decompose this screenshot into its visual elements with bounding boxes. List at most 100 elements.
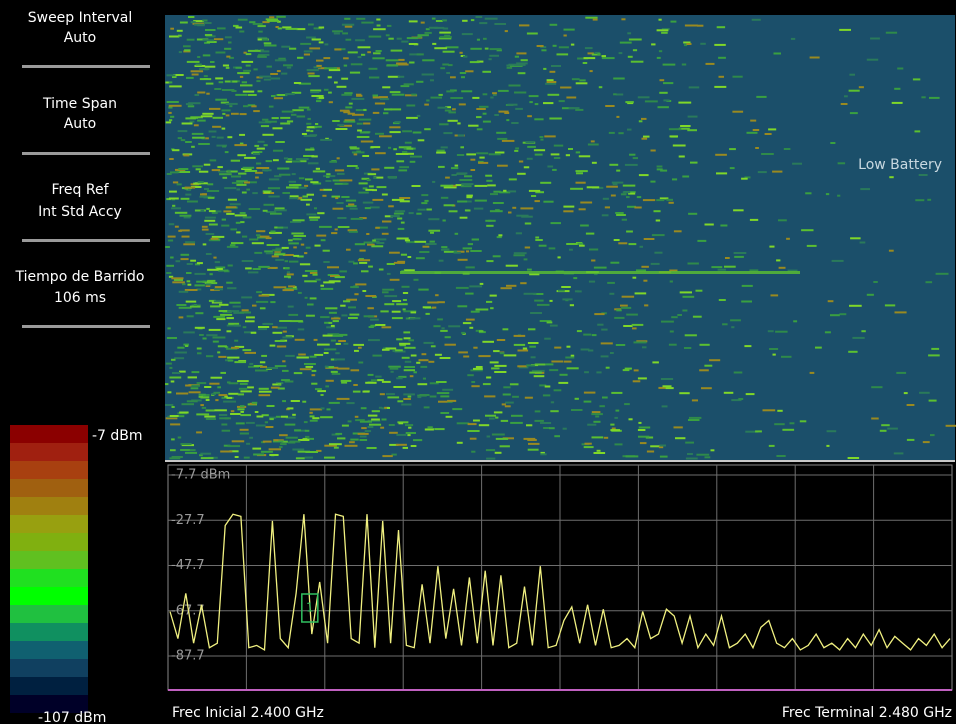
speckle: [206, 355, 213, 357]
speckle: [489, 153, 501, 155]
speckle: [406, 117, 418, 119]
speckle: [492, 434, 505, 436]
speckle: [375, 133, 384, 135]
speckle: [224, 187, 236, 189]
speckle: [332, 30, 343, 32]
speckle: [181, 258, 189, 260]
speckle: [476, 108, 486, 110]
speckle: [512, 396, 519, 398]
streak: [400, 271, 800, 274]
speckle: [191, 385, 200, 387]
speckle: [403, 398, 411, 400]
speckle: [223, 210, 231, 212]
speckle: [445, 336, 451, 338]
speckle: [368, 426, 374, 428]
speckle: [616, 344, 625, 346]
speckle: [679, 156, 685, 158]
speckle: [380, 98, 389, 100]
speckle: [360, 421, 372, 423]
speckle: [235, 214, 247, 216]
speckle: [349, 231, 358, 233]
speckle: [486, 301, 492, 303]
speckle: [685, 334, 697, 336]
speckle: [407, 148, 414, 150]
speckle: [527, 269, 532, 271]
speckle: [564, 361, 572, 363]
speckle: [672, 178, 677, 180]
speckle: [227, 330, 232, 332]
speckle: [558, 290, 565, 292]
speckle: [424, 128, 431, 130]
speckle: [202, 407, 206, 409]
speckle: [769, 445, 775, 447]
speckle: [273, 127, 283, 129]
speckle: [382, 291, 389, 293]
speckle: [554, 347, 561, 349]
speckle: [459, 179, 472, 181]
speckle: [185, 141, 192, 143]
speckle: [832, 260, 844, 262]
speckle: [838, 162, 846, 164]
speckle: [277, 346, 286, 348]
speckle: [172, 372, 180, 374]
speckle: [635, 292, 647, 294]
speckle: [660, 170, 667, 172]
speckle: [276, 416, 281, 418]
speckle: [629, 243, 637, 245]
speckle: [310, 91, 319, 93]
page: {"menu": [ {"label": "Sweep Interval", "…: [0, 0, 956, 724]
menu-label[interactable]: Tiempo de Barrido: [15, 269, 145, 285]
speckle: [508, 212, 512, 214]
speckle: [416, 362, 420, 364]
menu-value[interactable]: Auto: [64, 116, 97, 132]
speckle: [187, 61, 200, 63]
speckle: [341, 78, 348, 80]
menu-value[interactable]: Int Std Accy: [38, 204, 122, 220]
speckle: [705, 456, 711, 458]
speckle: [304, 363, 316, 365]
speckle: [643, 136, 650, 138]
menu-label[interactable]: Time Span: [42, 96, 117, 112]
speckle: [236, 222, 241, 224]
speckle: [623, 325, 632, 327]
menu-label[interactable]: Freq Ref: [51, 182, 109, 198]
speckle: [245, 170, 258, 172]
speckle: [191, 21, 196, 23]
speckle: [252, 192, 257, 194]
menu-value[interactable]: 106 ms: [54, 290, 106, 306]
speckle: [248, 271, 259, 273]
speckle: [810, 372, 815, 374]
speckle: [601, 329, 607, 331]
speckle: [618, 242, 627, 244]
speckle: [389, 177, 397, 179]
speckle: [356, 95, 362, 97]
speckle: [455, 165, 459, 167]
speckle: [190, 121, 195, 123]
menu-label[interactable]: Sweep Interval: [28, 10, 133, 26]
speckle: [411, 311, 417, 313]
menu-value[interactable]: Auto: [64, 30, 97, 46]
speckle: [239, 134, 245, 136]
speckle: [292, 109, 304, 111]
speckle: [333, 208, 344, 210]
speckle: [338, 340, 346, 342]
speckle: [753, 129, 760, 131]
speckle: [929, 97, 940, 99]
speckle: [367, 51, 371, 53]
speckle: [548, 94, 560, 96]
speckle: [389, 424, 395, 426]
speckle: [867, 59, 878, 61]
speckle: [422, 74, 434, 76]
speckle: [476, 366, 483, 368]
speckle: [294, 82, 301, 84]
speckle: [280, 443, 287, 445]
speckle: [397, 400, 403, 402]
speckle: [240, 390, 251, 392]
speckle: [560, 87, 571, 89]
speckle: [323, 250, 330, 252]
speckle: [576, 182, 586, 184]
speckle: [477, 39, 480, 41]
speckle: [431, 345, 436, 347]
speckle: [282, 192, 290, 194]
speckle: [372, 57, 384, 59]
